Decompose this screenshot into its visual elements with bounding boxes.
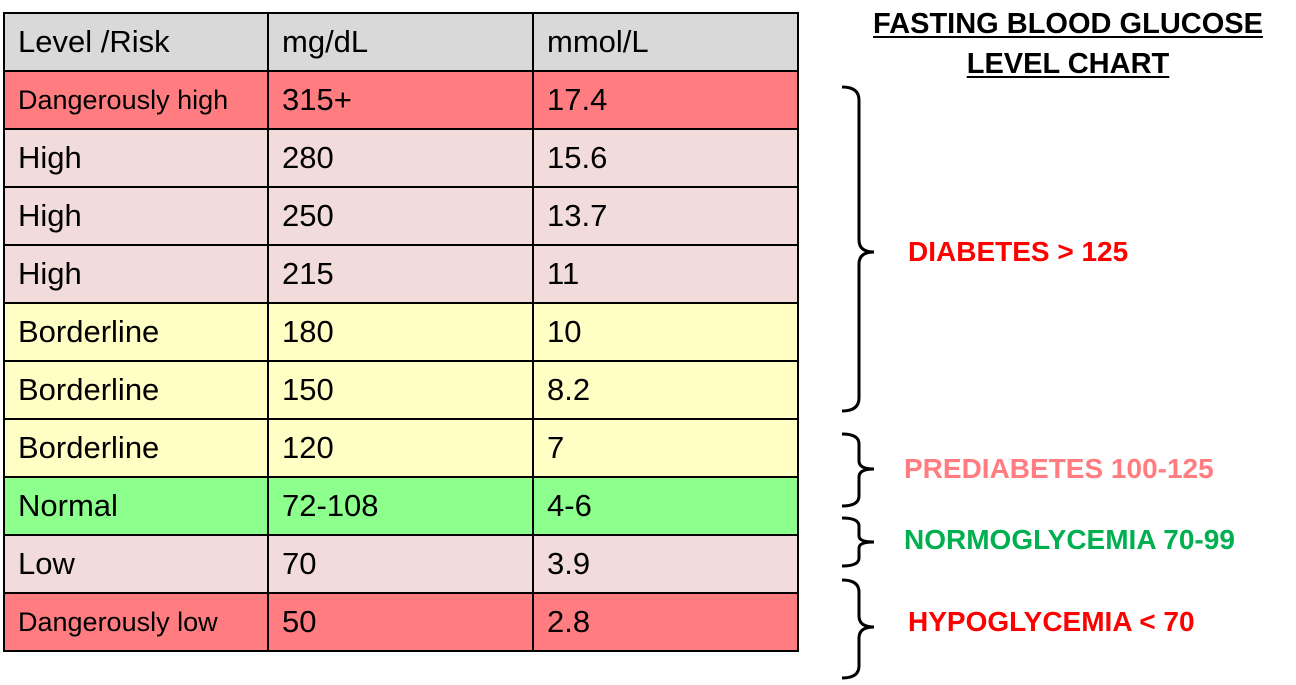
cell-level: High	[3, 186, 269, 246]
cell-mmol: 3.9	[532, 534, 799, 594]
cell-mgdl: 72-108	[267, 476, 534, 536]
cell-mgdl: 180	[267, 302, 534, 362]
cell-level: Normal	[3, 476, 269, 536]
table-header-row: Level /Risk mg/dL mmol/L	[3, 12, 799, 72]
bracket-diabetes	[841, 85, 875, 413]
table-row: High 250 13.7	[3, 186, 799, 246]
cell-mmol: 15.6	[532, 128, 799, 188]
table-row: Borderline 120 7	[3, 418, 799, 478]
cell-mmol: 7	[532, 418, 799, 478]
cell-mgdl: 120	[267, 418, 534, 478]
table-row: Normal 72-108 4-6	[3, 476, 799, 536]
category-normoglycemia: NORMOGLYCEMIA 70-99	[904, 524, 1235, 555]
bracket-normoglycemia	[841, 516, 875, 568]
bracket-prediabetes	[841, 432, 875, 508]
cell-mmol: 4-6	[532, 476, 799, 536]
title-line-1: FASTING BLOOD GLUCOSE	[873, 8, 1263, 40]
cell-mmol: 8.2	[532, 360, 799, 420]
table-row: Dangerously high 315+ 17.4	[3, 70, 799, 130]
table-row: Low 70 3.9	[3, 534, 799, 594]
cell-mmol: 13.7	[532, 186, 799, 246]
cell-level: Borderline	[3, 418, 269, 478]
cell-level: High	[3, 244, 269, 304]
cell-level: Dangerously high	[3, 70, 269, 130]
cell-mmol: 17.4	[532, 70, 799, 130]
category-diabetes: DIABETES > 125	[908, 236, 1129, 267]
header-mgdl: mg/dL	[267, 12, 534, 72]
cell-level: High	[3, 128, 269, 188]
cell-mgdl: 150	[267, 360, 534, 420]
title-line-2: LEVEL CHART	[966, 48, 1170, 80]
table-row: Dangerously low 50 2.8	[3, 592, 799, 652]
cell-mgdl: 215	[267, 244, 534, 304]
table-row: Borderline 180 10	[3, 302, 799, 362]
cell-mmol: 10	[532, 302, 799, 362]
cell-mmol: 2.8	[532, 592, 799, 652]
cell-mmol: 11	[532, 244, 799, 304]
cell-level: Borderline	[3, 302, 269, 362]
chart-title: FASTING BLOOD GLUCOSE LEVEL CHART	[840, 4, 1296, 84]
cell-level: Dangerously low	[3, 592, 269, 652]
table-row: High 280 15.6	[3, 128, 799, 188]
table-row: Borderline 150 8.2	[3, 360, 799, 420]
cell-mgdl: 70	[267, 534, 534, 594]
cell-mgdl: 280	[267, 128, 534, 188]
cell-level: Borderline	[3, 360, 269, 420]
header-level-risk: Level /Risk	[3, 12, 269, 72]
table-row: High 215 11	[3, 244, 799, 304]
table-body: Dangerously high 315+ 17.4 High 280 15.6 High 2…	[3, 70, 799, 652]
cell-mgdl: 50	[267, 592, 534, 652]
glucose-table: Level /Risk mg/dL mmol/L Dangerously hig…	[3, 12, 799, 652]
category-hypoglycemia: HYPOGLYCEMIA < 70	[908, 606, 1195, 637]
cell-mgdl: 250	[267, 186, 534, 246]
cell-level: Low	[3, 534, 269, 594]
bracket-hypoglycemia	[841, 578, 875, 680]
cell-mgdl: 315+	[267, 70, 534, 130]
category-prediabetes: PREDIABETES 100-125	[904, 453, 1214, 484]
header-mmoll: mmol/L	[532, 12, 799, 72]
